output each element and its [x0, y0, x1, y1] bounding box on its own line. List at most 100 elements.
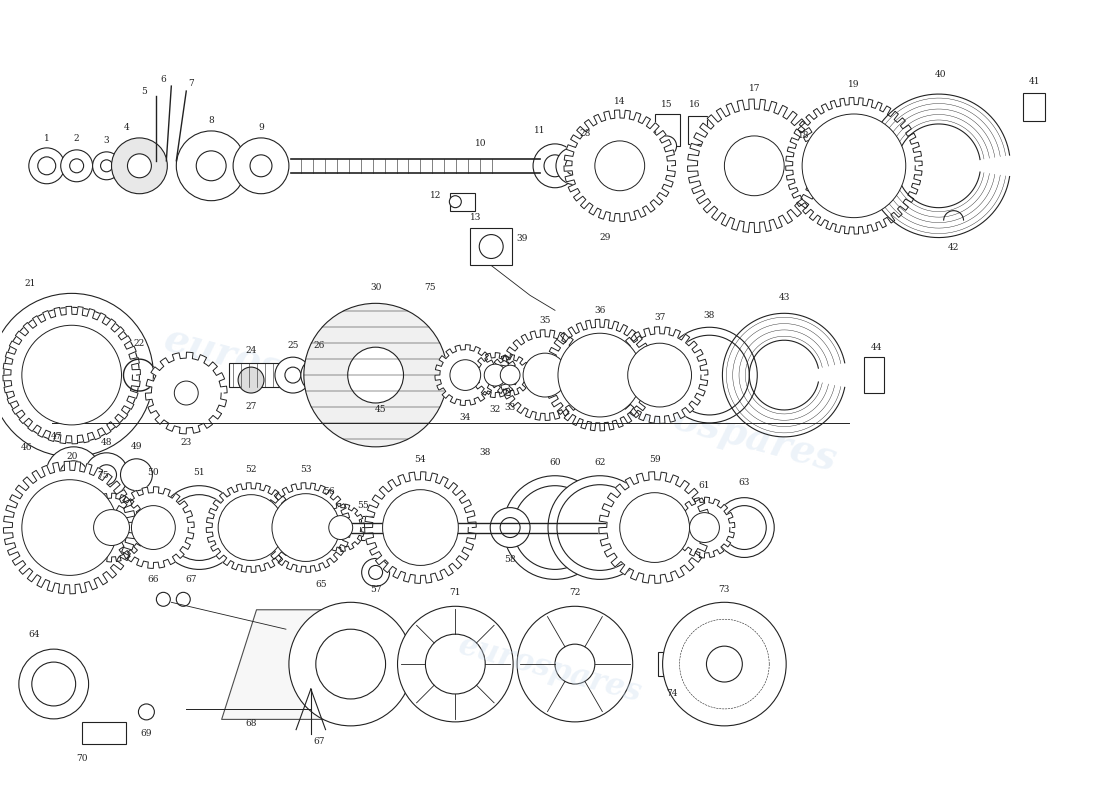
Polygon shape: [688, 99, 821, 233]
Polygon shape: [564, 110, 675, 222]
Circle shape: [534, 144, 576, 188]
Circle shape: [484, 364, 506, 386]
Circle shape: [619, 493, 690, 562]
Text: 64: 64: [28, 630, 40, 638]
Polygon shape: [612, 326, 708, 423]
Text: 44: 44: [871, 342, 882, 352]
Polygon shape: [434, 345, 496, 406]
Text: 18: 18: [799, 131, 810, 141]
Circle shape: [156, 592, 170, 606]
Text: 57: 57: [370, 585, 382, 594]
Polygon shape: [785, 98, 922, 234]
Circle shape: [22, 480, 118, 575]
Text: 62: 62: [594, 458, 605, 467]
Circle shape: [69, 159, 84, 173]
Bar: [658, 652, 685, 676]
Text: 47: 47: [51, 432, 63, 442]
Text: 23: 23: [180, 438, 191, 447]
Circle shape: [426, 634, 485, 694]
Text: 59: 59: [649, 455, 660, 464]
Polygon shape: [490, 354, 530, 395]
Text: 51: 51: [194, 468, 205, 478]
Text: 14: 14: [614, 97, 626, 106]
Text: 73: 73: [718, 585, 730, 594]
Text: 60: 60: [549, 458, 561, 467]
Text: 27: 27: [245, 402, 256, 411]
Text: 1: 1: [44, 134, 50, 143]
Circle shape: [0, 294, 153, 457]
Polygon shape: [674, 497, 735, 558]
Circle shape: [450, 360, 481, 390]
Text: 13: 13: [470, 213, 481, 222]
Polygon shape: [499, 330, 591, 421]
Text: 38: 38: [480, 448, 491, 458]
Text: 50: 50: [147, 468, 160, 478]
Circle shape: [275, 357, 311, 393]
Circle shape: [784, 146, 824, 186]
Circle shape: [94, 510, 130, 546]
Circle shape: [595, 141, 645, 190]
Polygon shape: [598, 472, 711, 583]
Circle shape: [218, 494, 284, 561]
Circle shape: [362, 558, 389, 586]
Circle shape: [176, 592, 190, 606]
Bar: [81, 722, 126, 744]
Text: 8: 8: [208, 117, 214, 126]
Text: 41: 41: [1028, 77, 1041, 86]
Circle shape: [132, 506, 175, 550]
Text: 9: 9: [258, 123, 264, 133]
Text: 67: 67: [314, 738, 324, 746]
Text: 55: 55: [356, 501, 369, 510]
Circle shape: [556, 147, 594, 185]
Text: 12: 12: [430, 191, 441, 200]
Text: 6: 6: [161, 74, 166, 84]
Text: 33: 33: [505, 403, 516, 413]
Text: 49: 49: [131, 442, 142, 451]
Text: 66: 66: [147, 575, 160, 584]
Circle shape: [233, 138, 289, 194]
Circle shape: [85, 453, 129, 497]
Bar: [864, 357, 883, 393]
Circle shape: [480, 234, 503, 258]
Text: 63: 63: [738, 478, 750, 487]
Circle shape: [802, 114, 905, 218]
Circle shape: [706, 646, 743, 682]
Text: 5: 5: [142, 86, 147, 95]
Circle shape: [92, 152, 121, 180]
Circle shape: [304, 303, 448, 447]
Polygon shape: [473, 353, 518, 398]
Circle shape: [558, 334, 641, 417]
Circle shape: [565, 156, 584, 175]
Text: eurospares: eurospares: [598, 380, 840, 479]
Polygon shape: [77, 493, 146, 562]
Text: 38: 38: [704, 310, 715, 320]
Circle shape: [544, 155, 565, 177]
Text: 72: 72: [569, 588, 581, 597]
Text: 7: 7: [188, 78, 194, 88]
Bar: [229, 363, 279, 387]
Text: 68: 68: [245, 719, 256, 728]
Circle shape: [289, 602, 412, 726]
Bar: [654, 114, 680, 146]
Circle shape: [517, 606, 632, 722]
Text: 32: 32: [490, 406, 500, 414]
Text: 36: 36: [594, 306, 605, 315]
Text: 34: 34: [460, 414, 471, 422]
Polygon shape: [261, 482, 351, 572]
Text: 39: 39: [516, 234, 528, 243]
Text: 24: 24: [245, 346, 256, 354]
Circle shape: [628, 343, 692, 407]
Circle shape: [22, 326, 121, 425]
Text: 15: 15: [661, 99, 672, 109]
Circle shape: [795, 157, 813, 174]
Text: 75: 75: [425, 283, 437, 292]
Text: 42: 42: [948, 243, 959, 252]
Circle shape: [272, 494, 340, 562]
Text: 65: 65: [315, 580, 327, 589]
Circle shape: [491, 508, 530, 547]
Circle shape: [157, 486, 241, 570]
Bar: [471, 228, 513, 266]
Text: 4: 4: [123, 123, 130, 133]
Text: 74: 74: [666, 690, 678, 698]
Circle shape: [329, 515, 353, 539]
